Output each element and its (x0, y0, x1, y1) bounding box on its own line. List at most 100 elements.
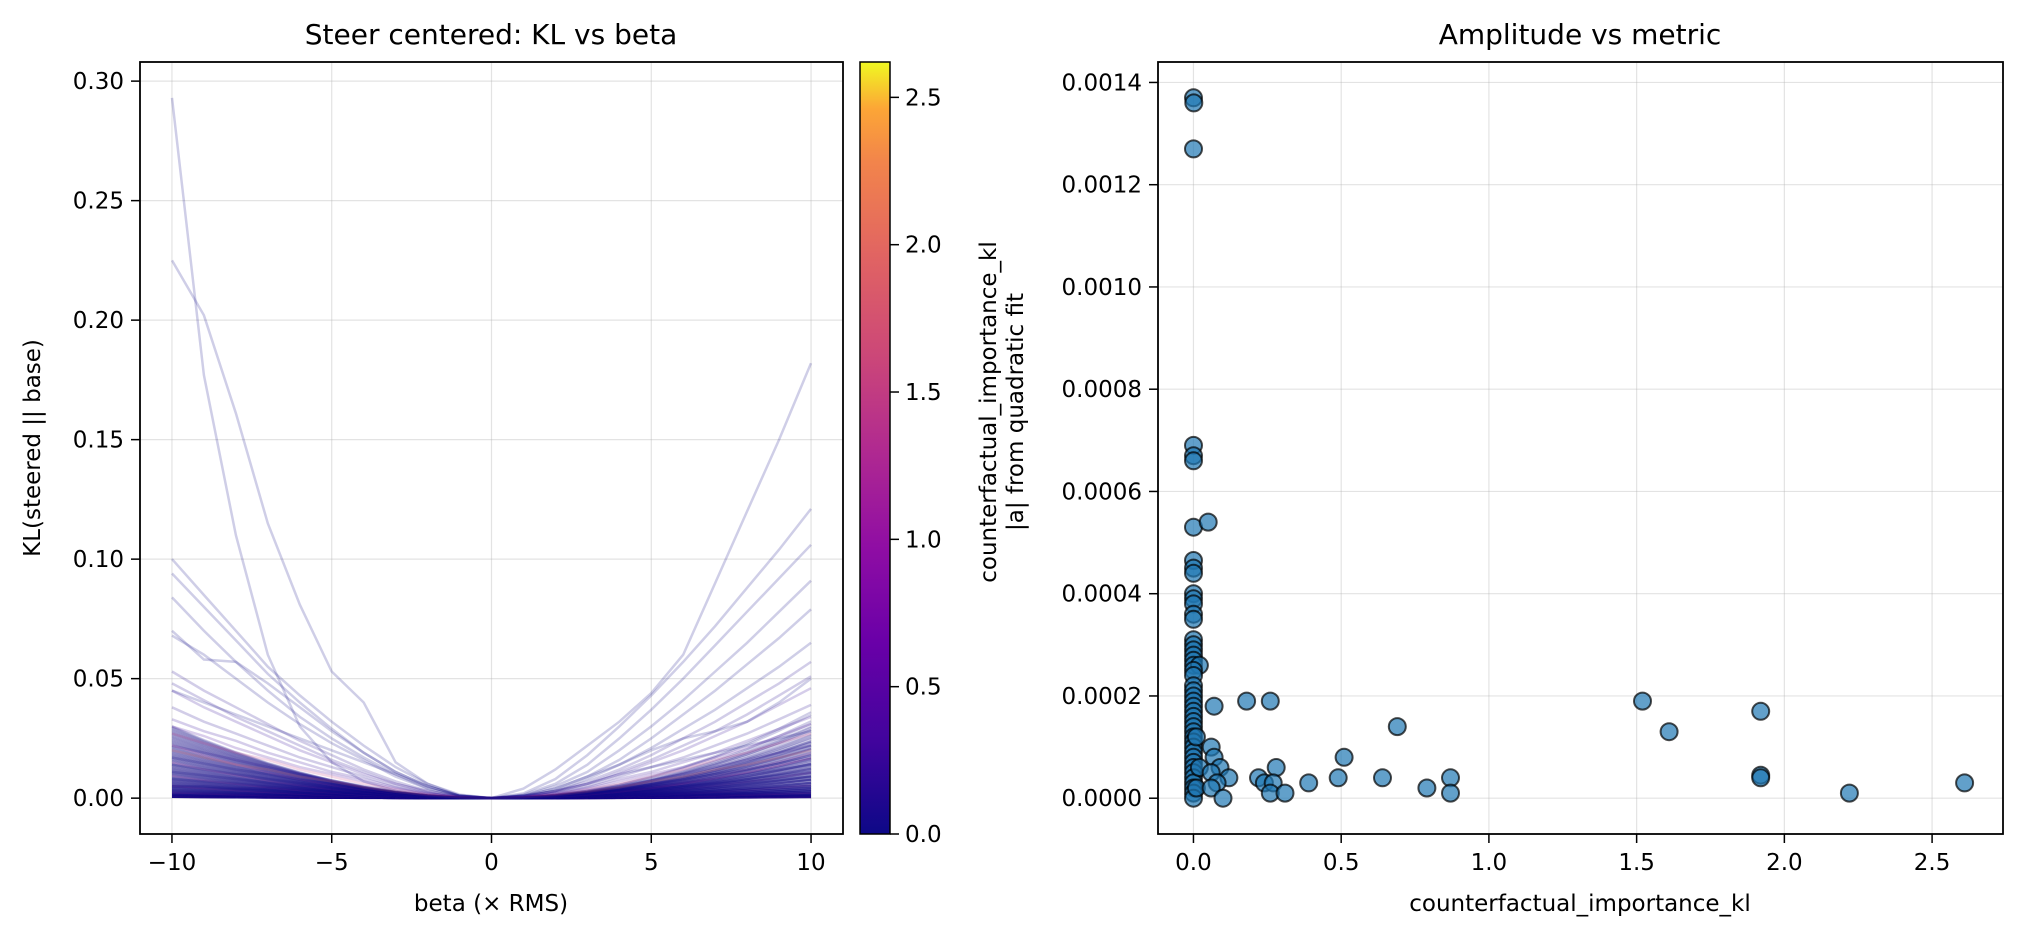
kl-curve-bundle (171, 784, 812, 800)
right-x-tick-label: 1.5 (1618, 850, 1655, 876)
kl-curve-bundle (171, 772, 812, 800)
kl-curve (170, 259, 812, 800)
kl-curve-bundle (171, 792, 812, 800)
kl-curve-bundle (171, 793, 812, 800)
kl-curve-bundle (171, 795, 812, 800)
right-x-tick-label: 1.0 (1471, 850, 1508, 876)
right-axes-frame (1157, 61, 2004, 835)
kl-curve-bundle (171, 788, 812, 800)
kl-curve-bundle (171, 734, 812, 800)
kl-curve-bundle (171, 787, 812, 800)
kl-curve-bundle (171, 792, 812, 800)
left-x-tick-label: 0 (484, 850, 499, 876)
scatter-point (1186, 727, 1206, 747)
kl-curve-bundle (171, 782, 812, 800)
kl-curve-bundle (171, 763, 812, 800)
left-x-tick-label: 5 (644, 850, 659, 876)
kl-curve-bundle (171, 775, 812, 800)
kl-curve-bundle (171, 757, 812, 800)
right-x-tick-label: 0.0 (1175, 850, 1212, 876)
kl-curve-bundle (171, 789, 812, 800)
kl-curve-bundle (171, 795, 812, 800)
kl-curve-bundle (171, 767, 812, 800)
left-y-ticks: 0.00 0.05 0.10 0.15 0.20 0.25 0.30 (73, 69, 140, 812)
kl-curve-bundle (171, 722, 812, 800)
scatter-point (1184, 563, 1203, 583)
kl-curve-bundle (171, 778, 812, 800)
left-x-tick-label: −10 (148, 850, 197, 876)
scatter-point (1237, 691, 1257, 711)
left-y-tick-label: 0.10 (73, 547, 124, 573)
kl-curve-bundle (171, 733, 812, 800)
amplitude-vs-metric-panel: Amplitude vs metric 0.0 0.5 1.0 1.5 2.0 2.5 0… (1062, 18, 2004, 917)
kl-curve (171, 579, 812, 800)
kl-curve-bundle (171, 769, 812, 800)
kl-curve-bundle (171, 790, 812, 800)
kl-curve-bundle (171, 784, 812, 800)
kl-curve-bundle (171, 748, 812, 800)
kl-curve-bundle (171, 795, 812, 800)
scatter-point (1184, 139, 1203, 159)
kl-curve (170, 97, 812, 800)
kl-curve-bundle (171, 728, 812, 800)
kl-curve-bundle (171, 759, 812, 800)
kl-curve-bundle (171, 747, 812, 800)
kl-curve-bundle (171, 736, 812, 800)
right-x-tick-label: 2.0 (1766, 850, 1803, 876)
colorbar-label-line2: |a| from quadratic fit (1003, 293, 1029, 531)
kl-curve-bundle (171, 794, 812, 800)
right-y-tick-label: 0.0008 (1062, 377, 1142, 403)
kl-curve-bundle (171, 795, 812, 800)
kl-curve-bundle (171, 795, 812, 800)
kl-curve-bundle (171, 794, 812, 800)
scatter-point (1204, 696, 1224, 716)
left-chart-title: Steer centered: KL vs beta (305, 18, 677, 51)
kl-curve (171, 744, 812, 800)
kl-curve-bundle (171, 778, 812, 800)
kl-curve-bundle (171, 792, 812, 800)
kl-curve-bundle (171, 725, 812, 800)
kl-curve-bundle (171, 744, 812, 800)
kl-curve (171, 770, 812, 800)
left-y-tick-label: 0.20 (73, 308, 124, 334)
kl-curve-bundle (171, 785, 812, 800)
kl-curve-bundle (171, 768, 812, 800)
kl-curve-bundle (171, 730, 812, 800)
kl-curve-bundle (171, 794, 812, 800)
kl-curve-bundle (171, 763, 812, 800)
kl-curve (171, 608, 812, 800)
kl-curve-bundle (171, 795, 812, 800)
kl-curve-bundle (171, 748, 812, 800)
kl-curve (171, 508, 812, 800)
kl-curve-bundle (171, 778, 812, 800)
left-x-axis-label: beta (× RMS) (414, 891, 568, 917)
kl-curve-bundle (171, 777, 812, 800)
left-y-axis-label: KL(steered || base) (20, 339, 46, 557)
kl-curve (171, 677, 812, 800)
kl-curve-bundle (171, 771, 812, 800)
kl-curve-bundle (171, 793, 812, 800)
kl-curve-bundle (171, 786, 812, 800)
kl-curve (171, 777, 812, 800)
kl-curve-bundle (171, 790, 812, 800)
kl-curve-bundle (171, 761, 812, 800)
kl-curve-bundle (171, 783, 812, 800)
scatter-point (1751, 701, 1771, 721)
left-x-tick-label: −5 (315, 850, 349, 876)
kl-curve-bundle (171, 795, 812, 800)
scatter-point (1184, 609, 1203, 629)
kl-curve-bundle (171, 781, 812, 800)
kl-curve-bundle (171, 720, 812, 800)
colorbar-tick-label: 2.5 (905, 85, 942, 111)
kl-curve-bundle (171, 743, 812, 800)
scatter-points (1184, 88, 1975, 808)
right-y-tick-label: 0.0002 (1062, 684, 1142, 710)
kl-curve-bundle (171, 763, 812, 800)
kl-curve-bundle (171, 771, 812, 800)
colorbar-label-line1: counterfactual_importance_kl (976, 241, 1002, 583)
kl-curve-bundle (171, 795, 812, 800)
kl-curve-bundle (171, 795, 812, 800)
kl-curve-bundle (171, 771, 812, 800)
kl-curve-bundle (171, 786, 812, 800)
